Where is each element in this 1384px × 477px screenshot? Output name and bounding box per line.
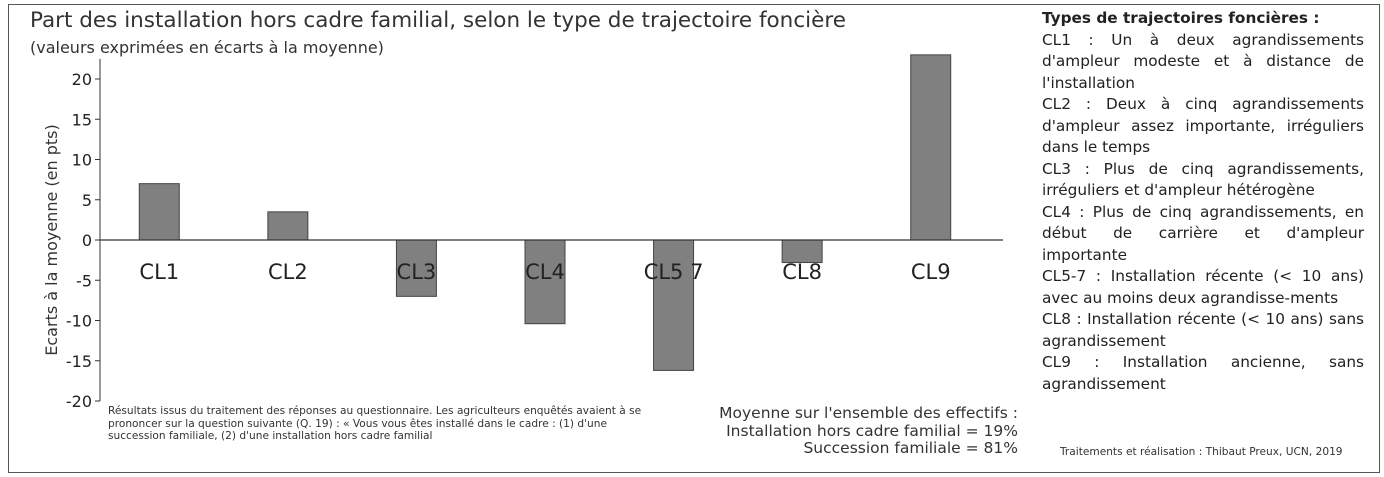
category-label: CL9 xyxy=(911,260,951,284)
y-tick-label: 20 xyxy=(72,70,92,89)
chart-subtitle: (valeurs exprimées en écarts à la moyenn… xyxy=(30,38,384,57)
bar xyxy=(267,211,309,241)
chart-title: Part des installation hors cadre familia… xyxy=(30,8,846,33)
category-label: CL5 7 xyxy=(644,260,704,284)
y-tick-label: 0 xyxy=(82,231,92,250)
mean-summary: Moyenne sur l'ensemble des effectifs : I… xyxy=(719,404,1018,458)
y-axis-title: Ecarts à la moyenne (en pts) xyxy=(42,124,61,355)
mean-line-1: Moyenne sur l'ensemble des effectifs : xyxy=(719,404,1018,422)
category-label: CL2 xyxy=(268,260,308,284)
y-tick-label: 15 xyxy=(72,110,92,129)
bar xyxy=(395,239,437,297)
legend-item-cl5-7: CL5-7 : Installation récente (< 10 ans) … xyxy=(1042,267,1364,307)
bar xyxy=(910,54,952,241)
y-tick-label: -10 xyxy=(66,312,92,331)
category-label: CL3 xyxy=(397,260,437,284)
mean-line-2: Installation hors cadre familial = 19% xyxy=(726,421,1018,440)
y-tick-label: -15 xyxy=(66,352,92,371)
category-label: CL1 xyxy=(139,260,179,284)
legend-title: Types de trajectoires foncières : xyxy=(1042,9,1320,27)
legend-item-cl4: CL4 : Plus de cinq agrandissements, en d… xyxy=(1042,202,1364,264)
credit-line: Traitements et réalisation : Thibaut Pre… xyxy=(1060,446,1343,458)
legend-item-cl1: CL1 : Un à deux agrandissements d'ampleu… xyxy=(1042,30,1364,92)
bar xyxy=(653,239,695,371)
y-tick-label: 10 xyxy=(72,151,92,170)
category-label: CL4 xyxy=(525,260,565,284)
legend-item-cl8: CL8 : Installation récente (< 10 ans) sa… xyxy=(1042,310,1364,350)
mean-line-3: Succession familiale = 81% xyxy=(803,439,1018,457)
legend-panel: Types de trajectoires foncières : CL1 : … xyxy=(1042,8,1364,395)
source-note: Résultats issus du traitement des répons… xyxy=(108,405,642,442)
legend-item-cl3: CL3 : Plus de cinq agrandissements, irré… xyxy=(1042,159,1364,200)
y-tick-label: -5 xyxy=(76,271,92,290)
legend-item-cl9: CL9 : Installation ancienne, sans agrand… xyxy=(1042,353,1364,393)
figure-frame xyxy=(8,4,1380,473)
bar xyxy=(138,183,180,241)
y-tick-label: 5 xyxy=(82,191,92,210)
y-tick-label: -20 xyxy=(66,392,92,411)
category-label: CL8 xyxy=(782,260,822,284)
legend-item-cl2: CL2 : Deux à cinq agrandissements d'ampl… xyxy=(1042,95,1364,156)
